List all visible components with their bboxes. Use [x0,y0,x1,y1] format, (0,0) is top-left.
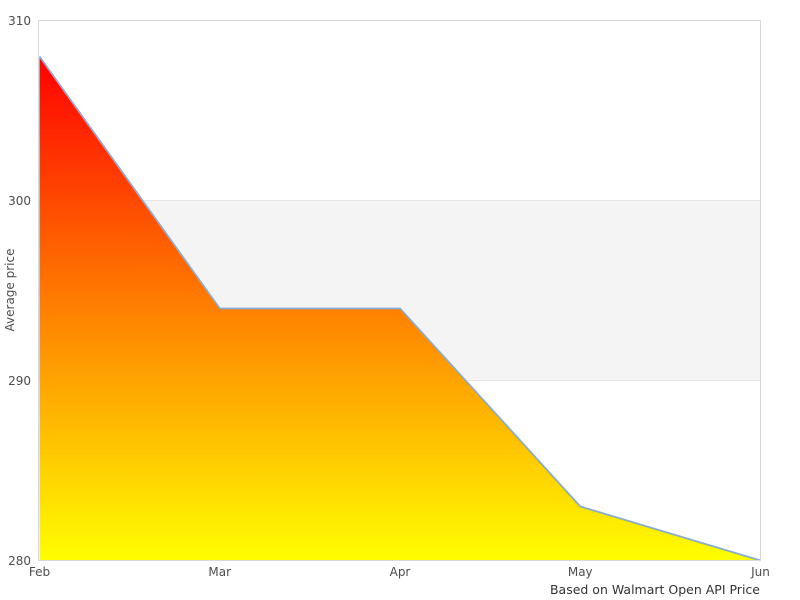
data-line [38,55,761,562]
y-tick-label-300: 300 [8,193,31,208]
x-tick-label-may: May [567,565,593,579]
y-tick-label-310: 310 [8,13,31,28]
y-axis-title: Average price [3,248,17,332]
y-tick-label-290: 290 [8,373,31,388]
x-tick-label-feb: Feb [28,565,51,579]
x-tick-label-jun: Jun [751,565,770,579]
x-tick-label-apr: Apr [389,565,411,579]
chart-caption: Based on Walmart Open API Price [549,582,760,597]
y-tick-label-280: 280 [8,553,31,568]
x-tick-label-mar: Mar [208,565,232,579]
